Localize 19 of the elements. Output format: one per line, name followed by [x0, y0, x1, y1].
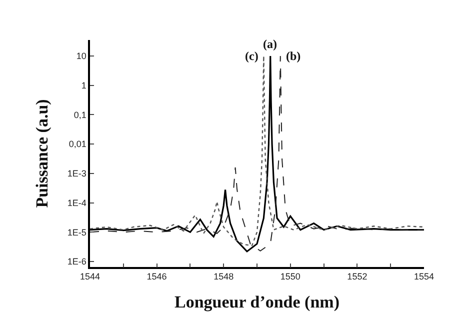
x-tick-label: 1552 [347, 272, 368, 282]
y-tick-label: 1 [81, 80, 86, 90]
x-tick-label: 1546 [146, 272, 167, 282]
y-tick-label: 1E-4 [67, 198, 86, 208]
x-tick-label: 1550 [280, 272, 300, 282]
annotation: (c) [245, 49, 258, 63]
y-tick-label: 1E-3 [67, 168, 86, 179]
x-tick-label: 1544 [80, 272, 100, 282]
annotation: (a) [263, 37, 277, 51]
x-tick-label: 1554 [414, 272, 434, 282]
x-tick-label: 1548 [214, 272, 234, 282]
y-tick-label: 1E-5 [67, 227, 86, 238]
y-tick-label: 10 [76, 51, 86, 62]
y-tick-label: 1E-6 [67, 256, 86, 267]
x-axis-title: Longueur d’onde (nm) [174, 292, 340, 312]
annotation: (b) [286, 49, 301, 63]
y-tick-label: 0,01 [68, 139, 86, 150]
y-tick-label: 0,1 [74, 110, 86, 120]
y-axis-title: Puissance (a.u) [32, 99, 52, 208]
